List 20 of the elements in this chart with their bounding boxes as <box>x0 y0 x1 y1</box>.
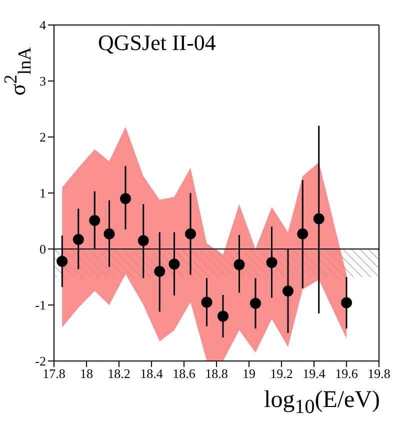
x-tick-label: 19 <box>242 366 256 382</box>
x-tick-label: 18.2 <box>108 366 130 382</box>
y-tick-label: 0 <box>40 242 46 257</box>
y-tick-label: 1 <box>40 186 46 201</box>
x-tick-label: 17.8 <box>42 366 66 382</box>
y-tick-label: 2 <box>40 130 46 145</box>
chart-title: QGSJet II-04 <box>98 30 216 55</box>
y-tick-label: -1 <box>35 298 46 313</box>
x-tick-label: 19.6 <box>335 366 358 382</box>
y-tick-label: 3 <box>40 74 46 89</box>
y-tick-label: -2 <box>35 354 46 369</box>
x-tick-label: 18.6 <box>172 366 196 382</box>
x-tick-label: 19.8 <box>368 366 390 382</box>
x-tick-label: 18.4 <box>140 366 164 382</box>
y-tick-label: 4 <box>40 18 46 33</box>
x-tick-label: 18.8 <box>205 366 228 382</box>
x-tick-label: 19.2 <box>270 366 293 382</box>
x-tick-label: 18 <box>80 366 93 382</box>
x-tick-label: 19.4 <box>302 366 326 382</box>
x-axis-title: log$_{10}$(E/eV) <box>264 387 380 418</box>
